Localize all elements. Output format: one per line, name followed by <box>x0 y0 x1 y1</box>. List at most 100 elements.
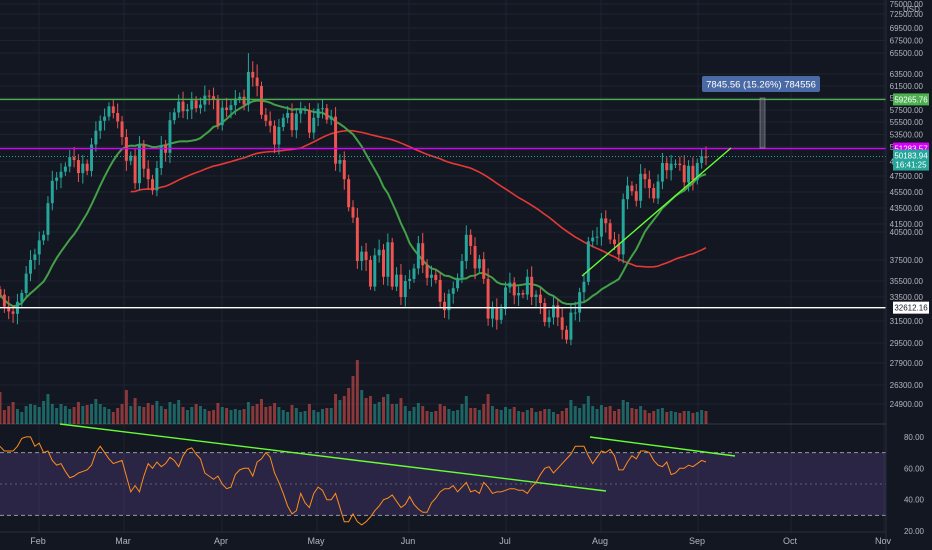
candle-body <box>316 108 320 118</box>
price-badge <box>893 93 929 106</box>
volume-bar <box>377 402 381 424</box>
candle-body <box>207 95 211 97</box>
candle-body <box>268 120 272 126</box>
volume-bar <box>325 408 329 424</box>
volume-bar <box>111 412 115 424</box>
volume-bar <box>687 411 691 424</box>
candle-body <box>682 165 686 183</box>
volume-bar <box>604 407 608 424</box>
volume-bar <box>565 408 569 424</box>
candle-body <box>338 160 342 164</box>
candle-body <box>299 110 303 114</box>
volume-bar <box>499 410 503 424</box>
candle-body <box>334 116 338 164</box>
candle-body <box>20 293 24 302</box>
volume-bar <box>20 412 24 424</box>
volume-bar <box>168 402 172 424</box>
candle-body <box>390 242 394 287</box>
candle-body <box>704 156 708 158</box>
candle-body <box>360 251 364 262</box>
volume-bar <box>512 407 516 424</box>
price-tick-label: 55500.00 <box>890 118 924 127</box>
trendlines <box>59 147 736 492</box>
volume-bar <box>421 406 425 424</box>
volume-bar <box>11 402 15 424</box>
volume-bar <box>525 410 529 424</box>
candle-body <box>386 242 390 277</box>
volume-bar <box>316 412 320 424</box>
time-axis[interactable]: Feb Mar Apr May Jun Jul Aug Sep Oct Nov <box>30 536 891 546</box>
candle-body <box>490 307 494 319</box>
candle-body <box>495 307 499 320</box>
volume-bar <box>329 408 333 424</box>
candle-body <box>312 117 316 133</box>
volume-bar <box>490 406 494 424</box>
volume-bar <box>691 413 695 424</box>
volume-bar <box>242 409 246 424</box>
candle-body <box>229 105 233 110</box>
volume-bar <box>473 408 477 424</box>
candle-body <box>373 255 377 287</box>
candle-body <box>543 303 547 323</box>
volume-bar <box>151 405 155 424</box>
volume-bar <box>704 411 708 424</box>
rsi-tick-label: 20.00 <box>904 527 925 536</box>
candle-body <box>133 155 137 184</box>
time-tick-label: Mar <box>115 536 131 546</box>
volume-bar <box>521 412 525 424</box>
volume-bar <box>551 412 555 424</box>
volume-bar <box>351 376 355 424</box>
volume-bar <box>299 412 303 424</box>
volume-bar <box>347 388 351 424</box>
candle-body <box>290 113 294 131</box>
volume-bar <box>164 409 168 424</box>
price-badge-label: 59265.76 <box>894 95 928 104</box>
volume-bar <box>621 400 625 424</box>
price-tick-label: 69500.00 <box>890 24 924 33</box>
candle-body <box>691 165 695 180</box>
price-badge-label: 51283.57 <box>894 145 928 154</box>
time-tick-label: Apr <box>214 536 228 546</box>
volume-bar <box>229 410 233 424</box>
volume-bar <box>425 411 429 424</box>
volume-bar <box>682 411 686 424</box>
candle-body <box>137 145 141 184</box>
volume-bar <box>373 404 377 424</box>
price-tick-label: 33500.00 <box>890 293 924 302</box>
volume-bar <box>0 392 2 424</box>
candle-body <box>103 116 107 121</box>
rsi-band-fill <box>0 452 886 516</box>
volume-bar <box>172 404 176 424</box>
candle-body <box>172 112 176 121</box>
candle-body <box>512 282 516 296</box>
price-tick-label: 47500.00 <box>890 172 924 181</box>
price-tick-label: 29500.00 <box>890 339 924 348</box>
volume-bar <box>246 402 250 424</box>
candle-body <box>586 241 590 282</box>
candle-body <box>399 274 403 297</box>
grid <box>0 0 886 533</box>
volume-bar <box>129 406 133 424</box>
volume-bar <box>403 406 407 424</box>
candle-body <box>185 109 189 112</box>
candle-body <box>595 236 599 238</box>
volume-bar <box>24 406 28 424</box>
volume-bar <box>212 410 216 424</box>
volume-bar <box>33 405 37 424</box>
price-tick-label: 45500.00 <box>890 188 924 197</box>
volume-bar <box>630 408 634 424</box>
candle-body <box>695 162 699 180</box>
volume-bar <box>7 406 11 424</box>
candle-body <box>521 293 525 295</box>
volume-bar <box>264 407 268 424</box>
volume-bar <box>177 400 181 424</box>
volume-bar <box>530 408 534 424</box>
volume-bar <box>443 406 447 424</box>
volume-bar <box>582 404 586 424</box>
time-tick-label: Feb <box>30 536 46 546</box>
candle-body <box>142 145 146 169</box>
candle-body <box>569 312 573 340</box>
